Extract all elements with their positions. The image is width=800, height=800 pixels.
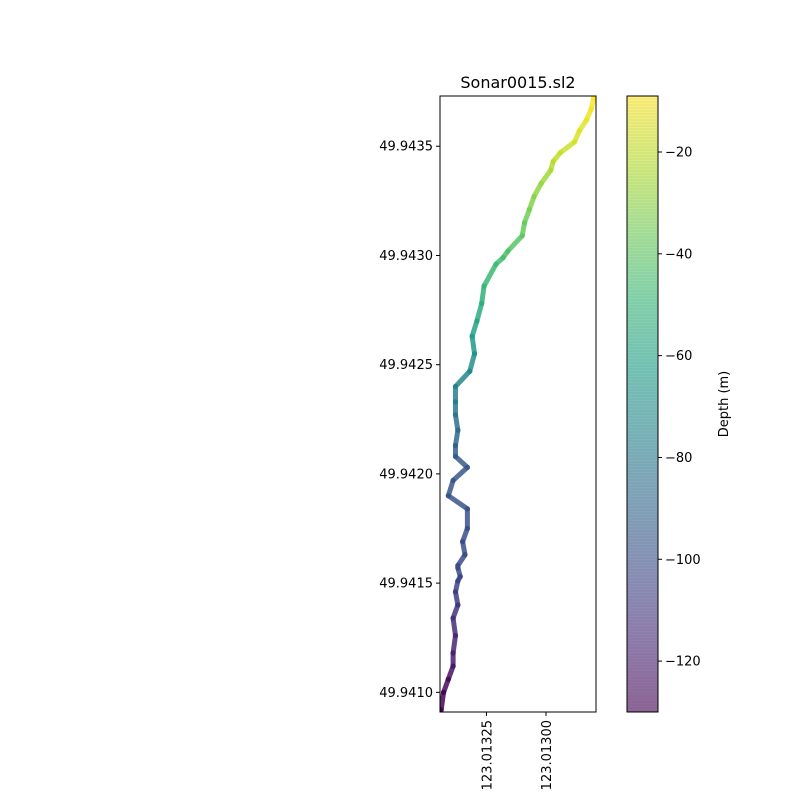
track-point [450,477,456,484]
track-point [450,615,456,621]
colorbar-tick-label: −120 [665,655,701,670]
track-segment [450,615,458,639]
track-point [464,506,470,512]
track-point [479,300,485,307]
track-point [550,158,556,165]
colorbar-frame [626,95,659,713]
colorbar [627,96,658,712]
track-point [450,663,456,669]
colorbar-bands [627,98,658,712]
chart-title: Sonar0015.sl2 [460,73,575,92]
colorbar-tick-label: −40 [665,247,692,262]
track-segment [467,351,478,374]
plot-area [440,96,596,712]
track-segment [474,301,485,324]
track-point [474,318,480,324]
track-point [445,676,451,682]
track-segment [538,167,554,186]
track-point [457,573,463,580]
track-segment [505,233,525,254]
track-segment [450,633,458,656]
track-segment [469,333,478,357]
track-point [455,578,461,584]
track-segment [557,139,578,156]
colorbar-label: Depth (m) [717,371,732,438]
track-point [526,206,532,213]
track-point [455,602,461,608]
track-point [481,283,487,289]
track-point [571,139,578,145]
x-axis: 123.01325 123.01300 [480,712,555,790]
track-point [576,128,582,134]
track-point [471,351,478,357]
track-point [462,552,468,558]
track-point [455,427,461,433]
track-segment [469,318,480,339]
track-point [519,233,525,239]
track-point [452,589,459,595]
track-point [445,493,451,499]
colorbar-tick-label: −80 [665,451,692,466]
track-segment [440,689,447,712]
y-tick-label: 49.9430 [379,249,433,264]
colorbar-tick-label: −100 [665,553,701,568]
y-tick-label: 49.9415 [379,577,433,592]
colorbar-tick-label: −60 [665,349,692,364]
track-segment [481,261,499,289]
track-point [452,632,459,639]
colorbar-tick-label: −20 [665,146,692,161]
track-segment [445,477,456,499]
track-point [591,96,596,101]
track-point [505,248,511,254]
track-segment [445,493,470,512]
track-point [548,167,554,173]
colorbar-axis: −20 −40 −60 −80 −100 −120 [658,146,701,670]
track-segment [452,368,473,390]
plot-frame [439,95,597,713]
track-segment [479,283,487,307]
track-point [538,180,544,186]
y-tick-label: 49.9435 [379,140,433,155]
x-tick-label: 123.01325 [480,720,495,790]
track-segment [450,464,470,483]
track-point [440,707,444,712]
track-point [469,333,475,339]
track-segment [452,453,470,470]
track-point [464,525,470,532]
track-point [452,383,459,390]
track-point [450,650,456,656]
track-point [452,412,459,418]
track-point [464,464,470,470]
track-point [531,193,537,200]
track-point [583,117,590,123]
track-point [500,255,506,261]
y-tick-label: 49.9425 [379,358,433,373]
track-point [467,368,473,374]
y-axis: 49.9410 49.9415 49.9420 49.9425 49.9430 49.94… [379,140,440,701]
track-point [455,563,461,569]
track-point [493,261,499,267]
track-point [460,539,466,545]
track-point [588,106,594,112]
track-point [440,689,447,695]
y-tick-label: 49.9410 [379,686,433,701]
track-point [452,442,459,449]
track-point [521,220,528,226]
track-point [557,150,563,156]
sonar-track [440,96,596,712]
track-point [452,399,459,405]
x-tick-label: 123.01300 [540,720,555,790]
y-tick-label: 49.9420 [379,467,433,482]
track-point [452,453,459,460]
